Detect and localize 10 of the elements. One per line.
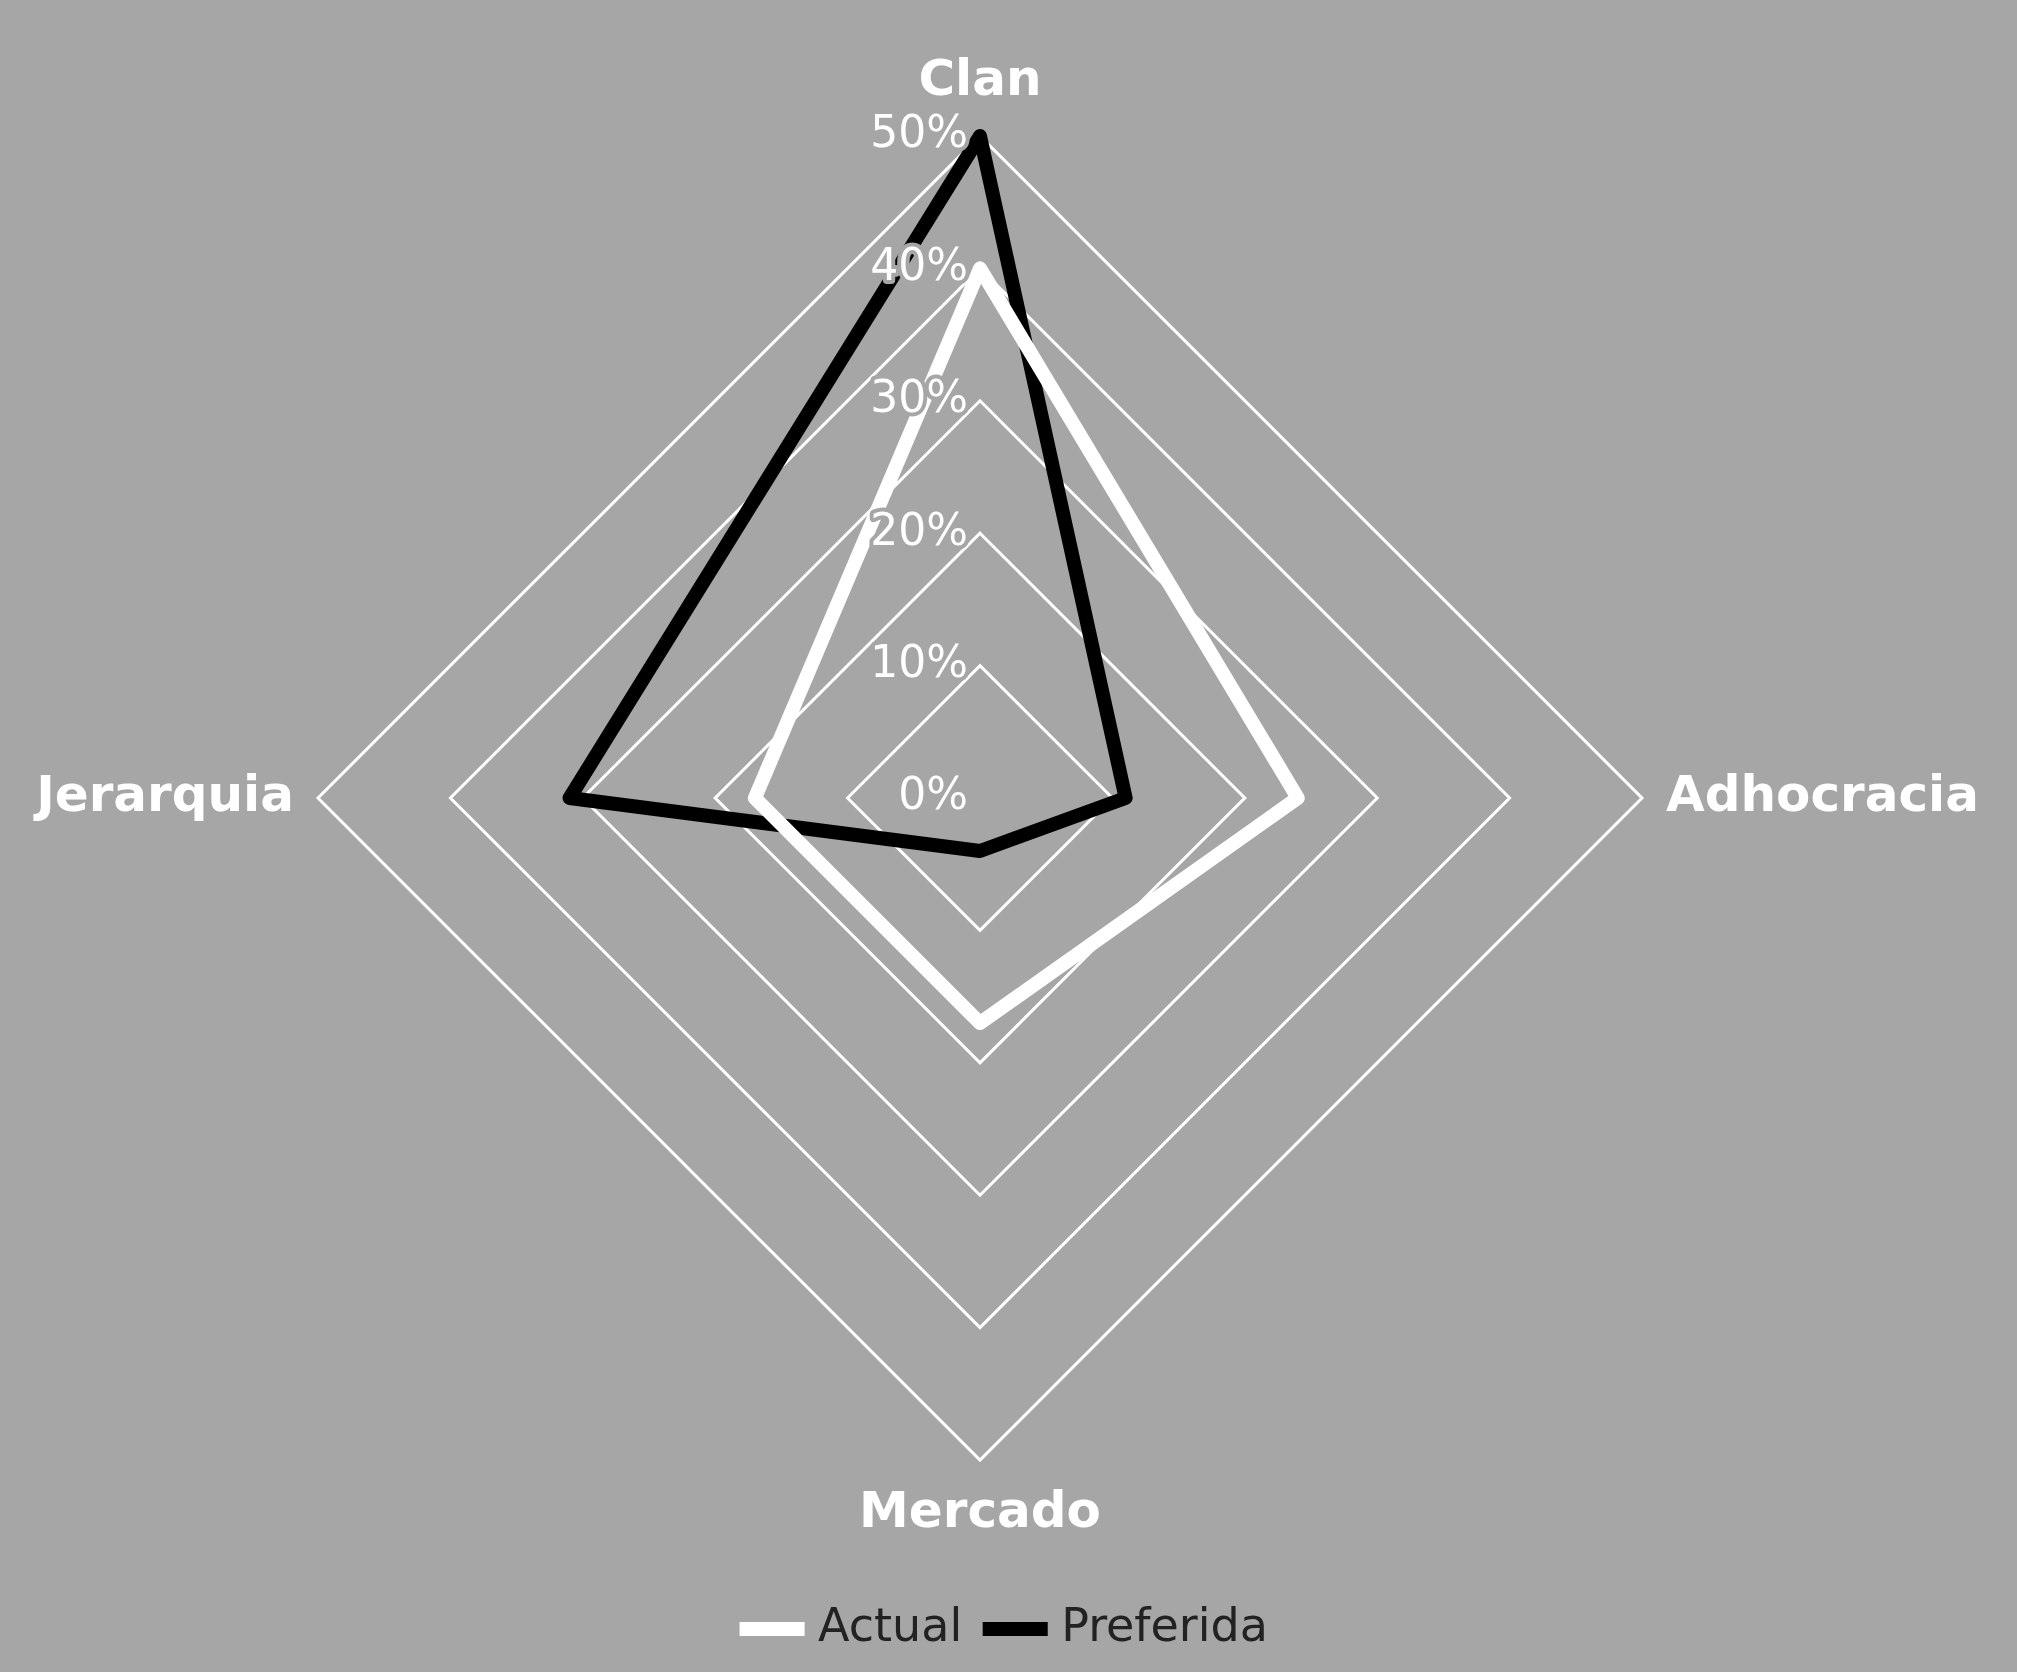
legend-label: Preferida [1061, 1597, 1268, 1652]
y-tick-label: 50% [870, 106, 968, 158]
spoke-label: Adhocracia [1666, 764, 1980, 823]
spoke-label: Clan [918, 48, 1042, 107]
spoke-label: Jerarquia [33, 764, 294, 823]
y-tick-label: 10% [870, 636, 968, 688]
y-tick-label: 0% [898, 768, 968, 820]
y-tick-label: 20% [870, 503, 968, 555]
legend-label: Actual [818, 1597, 963, 1652]
spoke-label: Mercado [859, 1481, 1101, 1539]
